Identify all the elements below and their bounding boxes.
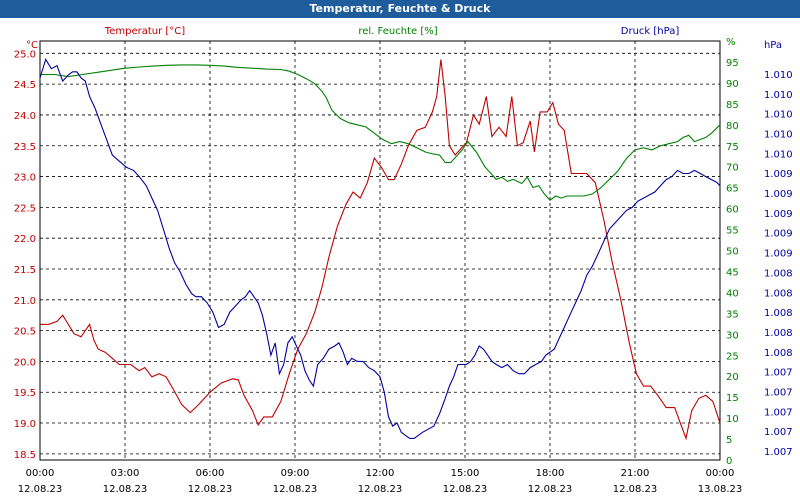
temperature-tick-label: 20.5 bbox=[14, 327, 36, 338]
x-tick-time: 12:00 bbox=[366, 468, 395, 479]
x-tick-date: 12.08.23 bbox=[188, 484, 233, 495]
humidity-tick-label: 80 bbox=[726, 121, 739, 132]
humidity-tick-label: 55 bbox=[726, 226, 739, 237]
pressure-tick-label: 1.007 bbox=[764, 447, 793, 458]
x-tick-date: 12.08.23 bbox=[613, 484, 658, 495]
pressure-tick-label: 1.007 bbox=[764, 407, 793, 418]
pressure-tick-label: 1.009 bbox=[764, 249, 793, 260]
temperature-tick-label: 19.0 bbox=[14, 419, 36, 430]
x-tick-time: 03:00 bbox=[111, 468, 140, 479]
temperature-tick-label: 22.0 bbox=[14, 234, 36, 245]
humidity-tick-label: 75 bbox=[726, 142, 739, 153]
x-tick-time: 00:00 bbox=[706, 468, 735, 479]
pressure-tick-label: 1.009 bbox=[764, 209, 793, 220]
humidity-tick-label: 20 bbox=[726, 372, 739, 383]
temperature-unit-label: °C bbox=[26, 40, 38, 51]
humidity-tick-label: 40 bbox=[726, 288, 739, 299]
x-tick-time: 00:00 bbox=[26, 468, 55, 479]
pressure-line bbox=[39, 58, 721, 439]
temperature-tick-label: 24.5 bbox=[14, 80, 36, 91]
pressure-tick-label: 1.010 bbox=[764, 130, 793, 141]
x-tick-time: 15:00 bbox=[451, 468, 480, 479]
temperature-tick-label: 18.5 bbox=[14, 450, 36, 461]
pressure-tick-label: 1.008 bbox=[764, 328, 793, 339]
humidity-tick-label: 0 bbox=[726, 456, 732, 467]
legend-humidity: rel. Feuchte [%] bbox=[358, 26, 437, 37]
x-tick-time: 21:00 bbox=[621, 468, 650, 479]
chart-title: Temperatur, Feuchte & Druck bbox=[0, 0, 800, 18]
humidity-tick-label: 90 bbox=[726, 79, 739, 90]
temperature-tick-label: 21.5 bbox=[14, 265, 36, 276]
humidity-tick-label: 50 bbox=[726, 247, 739, 258]
humidity-tick-label: 45 bbox=[726, 267, 739, 278]
pressure-tick-label: 1.010 bbox=[764, 110, 793, 121]
humidity-tick-label: 65 bbox=[726, 184, 739, 195]
x-tick-date: 12.08.23 bbox=[443, 484, 488, 495]
x-tick-date: 12.08.23 bbox=[103, 484, 148, 495]
pressure-tick-label: 1.007 bbox=[764, 387, 793, 398]
humidity-tick-label: 70 bbox=[726, 163, 739, 174]
humidity-tick-label: 5 bbox=[726, 435, 732, 446]
pressure-tick-label: 1.008 bbox=[764, 288, 793, 299]
humidity-tick-label: 30 bbox=[726, 330, 739, 341]
pressure-tick-label: 1.008 bbox=[764, 348, 793, 359]
x-tick-date: 12.08.23 bbox=[273, 484, 318, 495]
pressure-tick-label: 1.008 bbox=[764, 308, 793, 319]
pressure-tick-label: 1.010 bbox=[764, 70, 793, 81]
temperature-tick-label: 23.5 bbox=[14, 142, 36, 153]
humidity-tick-label: 25 bbox=[726, 351, 739, 362]
humidity-line bbox=[40, 64, 721, 201]
humidity-tick-label: 95 bbox=[726, 58, 739, 69]
temperature-tick-label: 19.5 bbox=[14, 388, 36, 399]
humidity-tick-label: 35 bbox=[726, 309, 739, 320]
pressure-tick-label: 1.010 bbox=[764, 90, 793, 101]
temperature-tick-label: 23.0 bbox=[14, 173, 36, 184]
pressure-tick-label: 1.007 bbox=[764, 368, 793, 379]
pressure-tick-label: 1.010 bbox=[764, 149, 793, 160]
pressure-tick-label: 1.008 bbox=[764, 268, 793, 279]
humidity-tick-label: 15 bbox=[726, 393, 739, 404]
x-tick-date: 12.08.23 bbox=[18, 484, 63, 495]
x-tick-time: 06:00 bbox=[196, 468, 225, 479]
pressure-tick-label: 1.009 bbox=[764, 169, 793, 180]
temperature-line bbox=[40, 59, 721, 441]
humidity-tick-label: 10 bbox=[726, 414, 739, 425]
temperature-tick-label: 22.5 bbox=[14, 203, 36, 214]
pressure-unit-label: hPa bbox=[764, 40, 782, 51]
pressure-tick-label: 1.007 bbox=[764, 427, 793, 438]
legend-pressure: Druck [hPa] bbox=[621, 26, 680, 37]
pressure-tick-label: 1.009 bbox=[764, 229, 793, 240]
x-tick-date: 13.08.23 bbox=[698, 484, 743, 495]
x-tick-time: 18:00 bbox=[536, 468, 565, 479]
temperature-tick-label: 25.0 bbox=[14, 49, 36, 60]
temperature-tick-label: 20.0 bbox=[14, 357, 36, 368]
legend-temperature: Temperatur [°C] bbox=[104, 26, 185, 37]
humidity-tick-label: % bbox=[726, 37, 736, 48]
x-tick-date: 12.08.23 bbox=[358, 484, 403, 495]
temperature-tick-label: 24.0 bbox=[14, 111, 36, 122]
humidity-tick-label: 85 bbox=[726, 100, 739, 111]
x-tick-time: 09:00 bbox=[281, 468, 310, 479]
x-tick-date: 12.08.23 bbox=[528, 484, 573, 495]
pressure-tick-label: 1.009 bbox=[764, 189, 793, 200]
temperature-tick-label: 21.0 bbox=[14, 296, 36, 307]
humidity-tick-label: 60 bbox=[726, 205, 739, 216]
